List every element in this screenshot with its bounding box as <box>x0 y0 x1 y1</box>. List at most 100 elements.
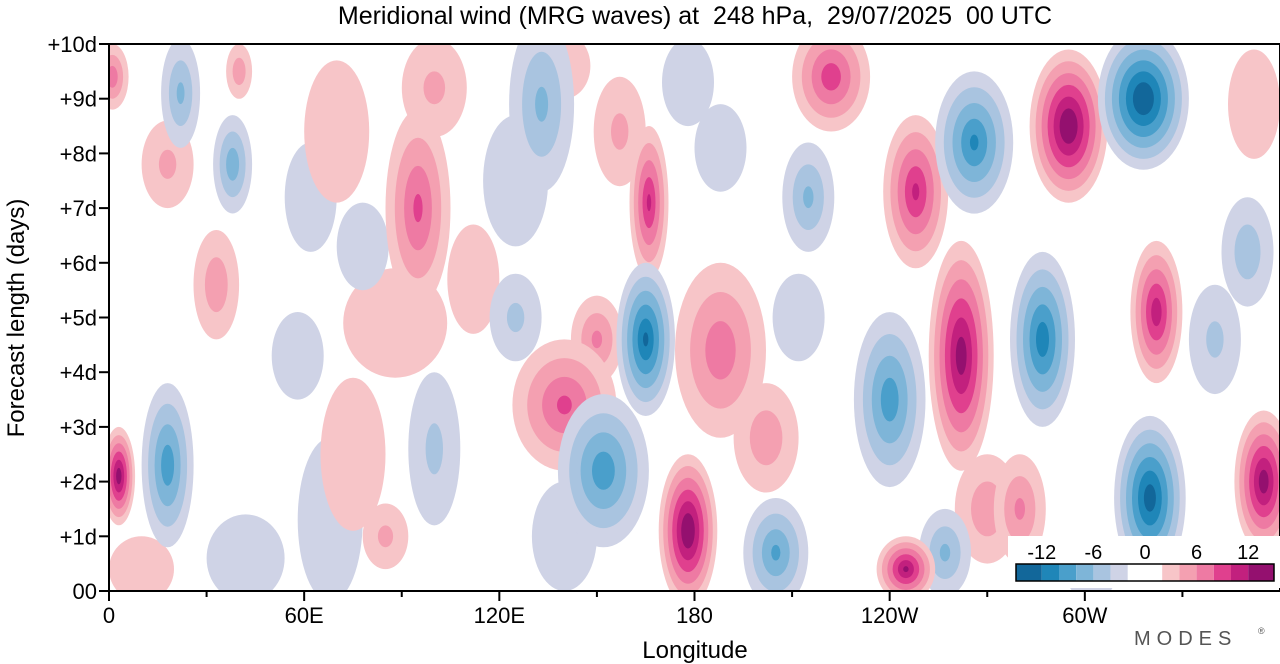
wind-feature <box>408 372 461 526</box>
wind-contour-band <box>1014 498 1025 520</box>
wind-contour-band <box>591 330 603 349</box>
wind-feature <box>1130 240 1183 384</box>
wind-contour-band <box>320 377 386 531</box>
wind-contour-band <box>1151 297 1162 327</box>
wind-feature <box>320 377 386 531</box>
wind-feature <box>213 115 253 214</box>
colorbar-swatch <box>1016 564 1042 581</box>
wind-feature <box>675 262 766 438</box>
wind-field <box>109 44 1280 591</box>
wind-contour-band <box>557 395 572 415</box>
wind-feature <box>876 536 936 591</box>
wind-feature <box>447 224 500 334</box>
wind-feature <box>935 71 1014 214</box>
y-tick-label: +2d <box>60 470 97 495</box>
wind-contour-band <box>592 451 615 490</box>
colorbar-swatch <box>1076 564 1094 581</box>
wind-contour-band <box>803 186 814 209</box>
wind-feature <box>772 273 825 362</box>
wind-feature <box>1221 197 1274 307</box>
wind-contour-band <box>939 543 951 562</box>
wind-feature <box>271 312 324 400</box>
colorbar-swatch <box>1248 564 1274 581</box>
x-tick-label: 120E <box>474 603 525 628</box>
y-tick-label: +5d <box>60 306 97 331</box>
colorbar-swatch <box>1127 564 1163 581</box>
wind-contour-band <box>1036 321 1049 357</box>
colorbar-swatch <box>1110 564 1128 581</box>
wind-contour-band <box>176 82 185 105</box>
wind-feature <box>509 44 575 192</box>
wind-contour-band <box>1143 484 1156 512</box>
wind-feature <box>1234 410 1280 553</box>
wind-feature <box>489 273 542 362</box>
x-tick-label: 120W <box>861 603 919 628</box>
wind-feature <box>1228 49 1280 159</box>
x-tick-label: 0 <box>103 603 115 628</box>
y-tick-label: +6d <box>60 251 97 276</box>
wind-feature <box>792 44 871 132</box>
wind-feature <box>853 312 926 488</box>
x-tick-label: 60W <box>1062 603 1107 628</box>
wind-contour-band <box>423 71 446 105</box>
wind-contour-band <box>681 513 695 549</box>
colorbar: -12 -6 0 6 12 <box>1008 536 1280 588</box>
colorbar-tick-label: 0 <box>1139 542 1150 564</box>
wind-contour-band <box>232 57 246 86</box>
wind-feature <box>362 503 409 570</box>
wind-feature <box>141 383 194 548</box>
wind-contour-band <box>506 302 525 333</box>
wind-contour-band <box>447 224 500 334</box>
wind-contour-band <box>116 467 122 485</box>
wind-feature <box>109 426 136 526</box>
wind-contour-band <box>206 514 285 591</box>
wind-contour-band <box>771 544 781 561</box>
wind-contour-band <box>425 423 443 475</box>
wind-contour-band <box>109 536 174 591</box>
wind-feature <box>928 240 994 471</box>
wind-contour-band <box>969 134 979 151</box>
wind-feature <box>1188 284 1241 395</box>
wind-contour-band <box>646 194 652 212</box>
colorbar-frame <box>1015 563 1275 582</box>
y-tick-label: 00 <box>73 579 97 604</box>
wind-feature <box>226 44 253 99</box>
y-tick-label: +10d <box>47 32 97 57</box>
wind-contour-band <box>705 321 736 380</box>
wind-feature <box>658 454 718 591</box>
wind-feature <box>109 44 129 110</box>
colorbar-swatch <box>1231 564 1249 581</box>
wind-contour-band <box>1258 469 1269 494</box>
colorbar-tick-label: -6 <box>1085 542 1103 564</box>
wind-contour-band <box>161 444 175 486</box>
wind-contour-band <box>821 63 841 91</box>
wind-contour-band <box>109 65 118 88</box>
wind-contour-band <box>694 104 747 192</box>
wind-contour-band <box>772 273 825 362</box>
wind-contour-band <box>662 44 714 127</box>
colorbar-swatch <box>1213 564 1231 581</box>
wind-contour-band <box>611 113 629 150</box>
registered-mark: ® <box>1258 626 1265 636</box>
colorbar-tick-label: 12 <box>1237 542 1259 564</box>
x-tick-label: 60E <box>285 603 324 628</box>
colorbar-swatch <box>1179 564 1197 581</box>
chart-title: Meridional wind (MRG waves) at 248 hPa, … <box>338 2 1052 30</box>
wind-feature <box>1097 44 1189 170</box>
wind-contour-band <box>1228 49 1280 159</box>
wind-contour-band <box>304 60 370 203</box>
colorbar-swatch <box>1196 564 1214 581</box>
wind-contour-band <box>912 183 920 201</box>
colorbar-swatch <box>1059 564 1077 581</box>
y-tick-label: +8d <box>60 141 97 166</box>
wind-feature <box>557 394 649 548</box>
modes-logo: MODES <box>1134 628 1237 650</box>
wind-feature <box>593 76 646 187</box>
y-axis: 00 +1d +2d +3d +4d +5d +6d +7d +8d +9d +10d <box>47 32 109 604</box>
y-tick-label: +4d <box>60 360 97 385</box>
wind-feature <box>616 262 675 416</box>
wind-feature <box>1010 251 1075 427</box>
wind-feature <box>782 142 835 252</box>
wind-feature <box>336 202 389 291</box>
